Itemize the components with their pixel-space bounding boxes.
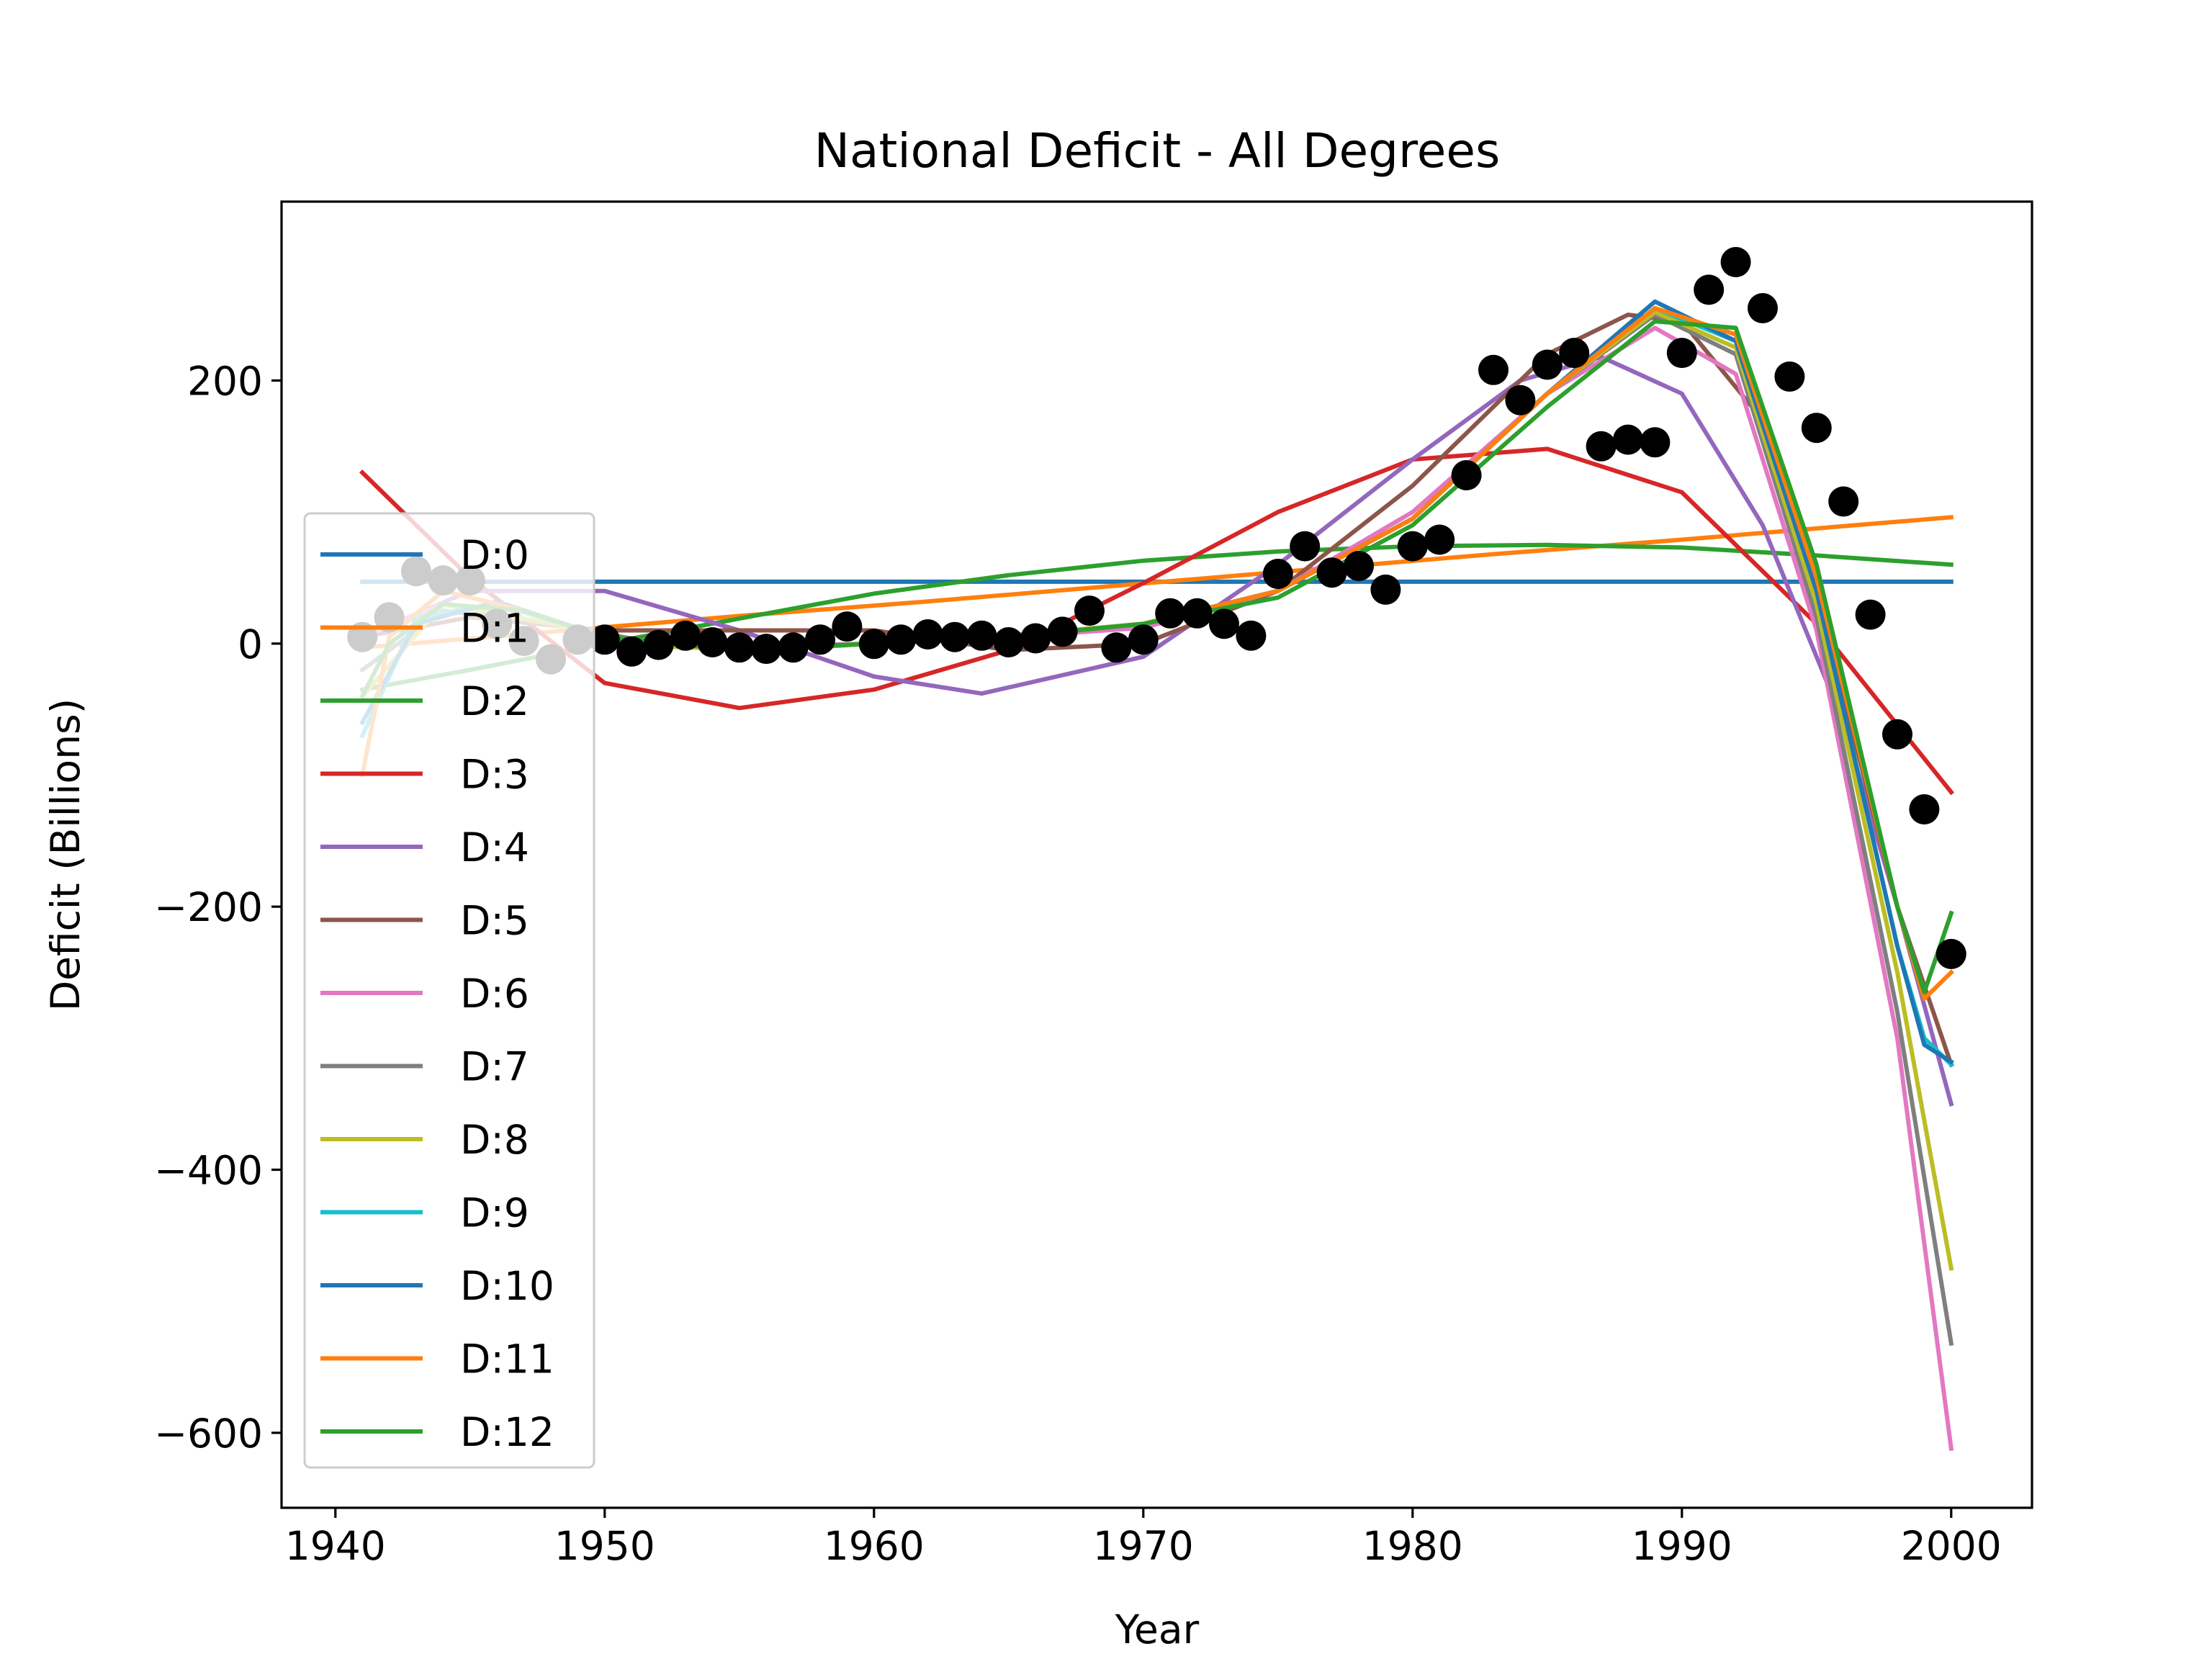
legend: D:0 D:1 D:2 D:3 D:4 D:5 D:6 D:7 D:8 D:9 D:10 D:11 D:… <box>303 512 595 1469</box>
data-point <box>1613 424 1643 455</box>
y-tick-label: 0 <box>238 621 263 667</box>
legend-label: D:2 <box>460 678 529 724</box>
data-point <box>1397 531 1428 562</box>
data-point <box>697 627 728 657</box>
chart-title: National Deficit - All Degrees <box>814 123 1501 179</box>
legend-label: D:12 <box>460 1409 554 1455</box>
data-point <box>1478 354 1509 385</box>
data-point <box>1774 361 1805 392</box>
legend-box <box>303 512 595 1469</box>
data-point <box>589 624 620 655</box>
data-point <box>1047 616 1078 647</box>
data-point <box>1290 531 1321 562</box>
series-line-1 <box>359 515 1954 650</box>
data-point <box>1720 247 1751 277</box>
data-point <box>751 634 782 665</box>
legend-label: D:4 <box>460 824 529 871</box>
x-tick-label: 1950 <box>554 1523 655 1569</box>
data-point <box>1424 524 1455 555</box>
data-point <box>832 611 863 642</box>
legend-label: D:6 <box>460 971 529 1017</box>
x-tick-label: 1980 <box>1362 1523 1463 1569</box>
data-point <box>1801 413 1832 444</box>
legend-label: D:8 <box>460 1117 529 1163</box>
y-tick-label: −600 <box>154 1411 263 1457</box>
data-point <box>1936 938 1966 969</box>
data-point <box>966 620 997 651</box>
data-point <box>805 624 835 655</box>
legend-label: D:9 <box>460 1190 529 1236</box>
data-point <box>1344 551 1374 581</box>
data-point <box>1128 624 1159 655</box>
legend-label: D:5 <box>460 898 529 944</box>
data-point <box>1532 349 1563 380</box>
data-point <box>1451 460 1482 490</box>
data-point <box>778 632 809 663</box>
data-point <box>1640 427 1671 458</box>
legend-label: D:10 <box>460 1263 554 1309</box>
x-tick-label: 2000 <box>1901 1523 2002 1569</box>
legend-label: D:3 <box>460 752 529 798</box>
data-point <box>1209 608 1239 639</box>
data-point <box>1236 620 1267 651</box>
data-point <box>940 621 970 652</box>
plot-frame <box>280 200 2033 1509</box>
legend-label: D:1 <box>460 606 529 652</box>
x-tick-label: 1960 <box>824 1523 925 1569</box>
data-point <box>643 629 674 660</box>
series-line-4 <box>359 354 1954 1107</box>
x-axis: 1940 1950 1960 1970 1980 1990 2000 <box>285 1508 2002 1569</box>
data-point <box>1262 559 1293 589</box>
data-point <box>1748 293 1778 323</box>
data-point <box>1828 486 1859 517</box>
legend-label: D:7 <box>460 1044 529 1090</box>
legend-label: D:11 <box>460 1336 554 1382</box>
data-point <box>1666 338 1697 369</box>
data-point <box>1855 599 1886 630</box>
y-tick-label: −200 <box>154 884 263 930</box>
data-point <box>616 636 647 667</box>
y-axis-label: Deficit (Billions) <box>42 698 89 1011</box>
y-tick-label: −400 <box>154 1148 263 1194</box>
data-point <box>1909 794 1940 824</box>
data-point <box>886 624 917 655</box>
data-point <box>993 627 1024 657</box>
data-point <box>912 619 943 649</box>
x-tick-label: 1940 <box>285 1523 386 1569</box>
data-point <box>670 620 701 651</box>
data-point <box>1559 338 1590 369</box>
y-axis: −600 −400 −200 0 200 <box>154 358 282 1457</box>
y-tick-label: 200 <box>187 358 263 404</box>
data-point <box>1694 274 1725 305</box>
data-point <box>1316 557 1347 588</box>
x-tick-label: 1990 <box>1632 1523 1732 1569</box>
data-point <box>1074 595 1105 626</box>
data-point <box>1101 632 1132 663</box>
data-point <box>1882 719 1912 750</box>
x-axis-label: Year <box>1115 1606 1200 1653</box>
data-point <box>1020 623 1051 654</box>
x-tick-label: 1970 <box>1093 1523 1194 1569</box>
data-point <box>1586 431 1617 462</box>
data-point <box>1505 385 1536 415</box>
data-point <box>1370 574 1401 605</box>
data-point <box>1155 598 1186 629</box>
series-line-3 <box>359 446 1955 796</box>
data-point <box>724 632 755 663</box>
legend-label: D:0 <box>460 532 529 578</box>
data-point <box>858 629 889 660</box>
data-point <box>1182 598 1213 629</box>
